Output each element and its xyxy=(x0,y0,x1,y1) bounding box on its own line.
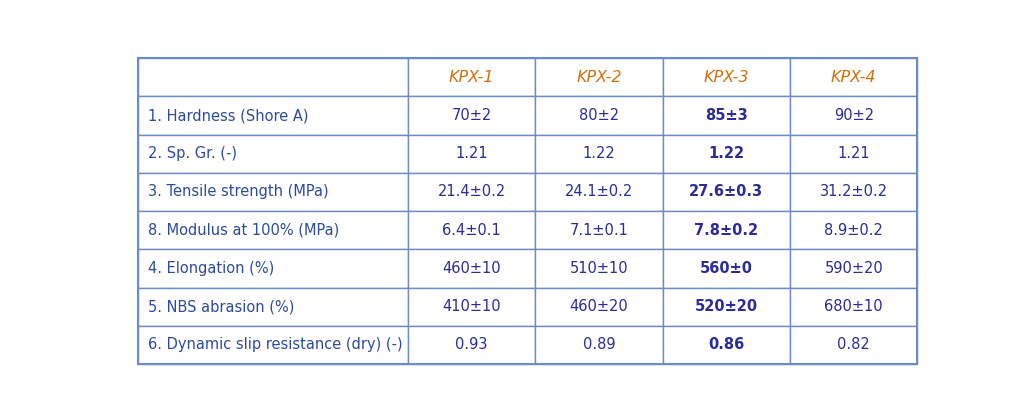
Text: 510±10: 510±10 xyxy=(570,261,628,276)
Bar xyxy=(138,249,408,288)
Bar xyxy=(138,58,408,97)
Bar xyxy=(408,326,536,364)
Text: 0.82: 0.82 xyxy=(837,337,870,352)
Text: KPX-2: KPX-2 xyxy=(576,70,622,85)
Bar xyxy=(408,173,536,211)
Text: 21.4±0.2: 21.4±0.2 xyxy=(438,184,506,199)
Text: KPX-3: KPX-3 xyxy=(703,70,749,85)
Text: 7.1±0.1: 7.1±0.1 xyxy=(570,223,628,238)
Bar xyxy=(536,211,662,249)
Bar xyxy=(790,58,918,97)
Bar xyxy=(408,249,536,288)
Bar xyxy=(138,173,408,211)
Bar xyxy=(662,97,790,135)
Text: 1. Hardness (Shore A): 1. Hardness (Shore A) xyxy=(148,108,308,123)
Text: 680±10: 680±10 xyxy=(824,299,883,314)
Bar xyxy=(138,97,408,135)
Bar xyxy=(408,288,536,326)
Text: 31.2±0.2: 31.2±0.2 xyxy=(820,184,888,199)
Text: 4. Elongation (%): 4. Elongation (%) xyxy=(148,261,274,276)
Text: KPX-1: KPX-1 xyxy=(449,70,494,85)
Bar xyxy=(536,249,662,288)
Bar xyxy=(790,97,918,135)
Text: 1.21: 1.21 xyxy=(455,146,488,161)
Text: 5. NBS abrasion (%): 5. NBS abrasion (%) xyxy=(148,299,295,314)
Text: 590±20: 590±20 xyxy=(824,261,883,276)
Bar xyxy=(536,97,662,135)
Bar xyxy=(790,211,918,249)
Text: 1.22: 1.22 xyxy=(583,146,615,161)
Bar xyxy=(536,58,662,97)
Bar xyxy=(662,135,790,173)
Text: 460±10: 460±10 xyxy=(442,261,501,276)
Bar xyxy=(536,135,662,173)
Bar xyxy=(138,288,408,326)
Text: KPX-4: KPX-4 xyxy=(831,70,877,85)
Bar xyxy=(790,288,918,326)
Bar xyxy=(536,288,662,326)
Bar xyxy=(138,211,408,249)
Bar xyxy=(790,326,918,364)
Text: 8.9±0.2: 8.9±0.2 xyxy=(824,223,883,238)
Text: 6.4±0.1: 6.4±0.1 xyxy=(442,223,501,238)
Bar xyxy=(408,135,536,173)
Text: 8. Modulus at 100% (MPa): 8. Modulus at 100% (MPa) xyxy=(148,223,339,238)
Text: 7.8±0.2: 7.8±0.2 xyxy=(694,223,758,238)
Bar xyxy=(138,135,408,173)
Text: 1.21: 1.21 xyxy=(837,146,870,161)
Bar xyxy=(138,326,408,364)
Text: 80±2: 80±2 xyxy=(579,108,619,123)
Text: 24.1±0.2: 24.1±0.2 xyxy=(564,184,633,199)
Bar xyxy=(408,97,536,135)
Text: 410±10: 410±10 xyxy=(442,299,501,314)
Text: 560±0: 560±0 xyxy=(699,261,753,276)
Text: 85±3: 85±3 xyxy=(705,108,748,123)
Text: 0.89: 0.89 xyxy=(583,337,615,352)
Bar xyxy=(662,249,790,288)
Text: 0.86: 0.86 xyxy=(709,337,745,352)
Text: 3. Tensile strength (MPa): 3. Tensile strength (MPa) xyxy=(148,184,329,199)
Bar xyxy=(662,326,790,364)
Bar xyxy=(662,58,790,97)
Bar xyxy=(536,173,662,211)
Bar xyxy=(790,173,918,211)
Bar xyxy=(536,326,662,364)
Bar xyxy=(662,288,790,326)
Text: 2. Sp. Gr. (-): 2. Sp. Gr. (-) xyxy=(148,146,237,161)
Text: 6. Dynamic slip resistance (dry) (-): 6. Dynamic slip resistance (dry) (-) xyxy=(148,337,403,352)
Text: 90±2: 90±2 xyxy=(833,108,873,123)
Text: 27.6±0.3: 27.6±0.3 xyxy=(689,184,763,199)
Text: 1.22: 1.22 xyxy=(709,146,745,161)
Bar xyxy=(408,211,536,249)
Bar xyxy=(790,135,918,173)
Text: 460±20: 460±20 xyxy=(570,299,628,314)
Text: 70±2: 70±2 xyxy=(451,108,491,123)
Bar xyxy=(662,211,790,249)
Bar xyxy=(408,58,536,97)
Bar xyxy=(662,173,790,211)
Bar xyxy=(790,249,918,288)
Text: 0.93: 0.93 xyxy=(455,337,488,352)
Text: 520±20: 520±20 xyxy=(695,299,758,314)
